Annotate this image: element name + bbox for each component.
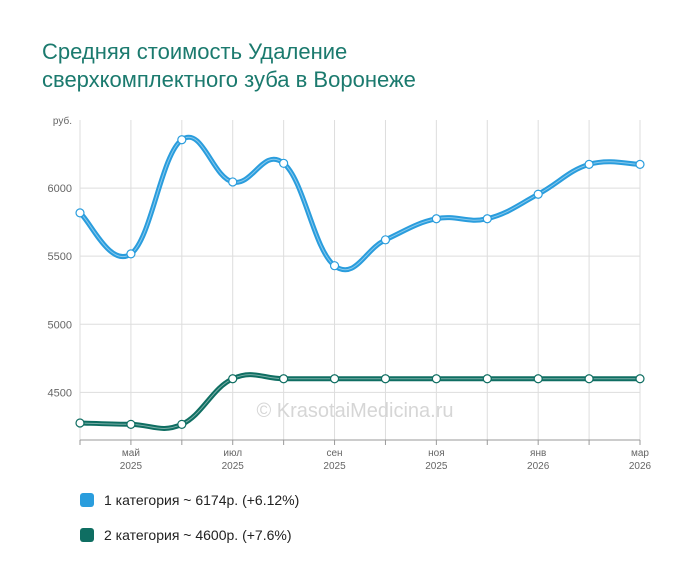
data-point-category-2 [75, 418, 85, 428]
data-point-category-2 [431, 374, 441, 384]
data-point-category-1 [635, 159, 645, 169]
data-point-category-1 [431, 214, 441, 224]
x-tick-label-year: 2025 [323, 461, 346, 472]
data-point-category-2 [533, 374, 543, 384]
data-point-category-1 [380, 235, 391, 245]
legend-label-category-1: 1 категория ~ 6174р. (+6.12%) [104, 492, 300, 508]
x-tick-label-year: 2026 [527, 461, 550, 472]
data-point-category-1 [228, 177, 238, 187]
x-tick-label-month: мар [631, 448, 649, 459]
y-tick-label: 4500 [48, 387, 72, 399]
legend-label-category-2: 2 категория ~ 4600р. (+7.6%) [104, 527, 292, 543]
x-tick-label-month: янв [530, 448, 546, 459]
data-point-category-1 [329, 261, 340, 271]
watermark: © KrasotaiMedicina.ru [256, 400, 453, 422]
data-point-category-2 [329, 374, 340, 384]
data-point-category-1 [584, 159, 594, 169]
legend-item-category-2[interactable]: 2 категория ~ 4600р. (+7.6%) [80, 527, 291, 543]
x-tick-label-month: сен [326, 448, 342, 459]
y-tick-label: 5000 [48, 319, 72, 331]
x-tick-label-year: 2025 [425, 461, 448, 472]
x-tick-label-year: 2025 [120, 461, 143, 472]
data-point-category-2 [635, 374, 645, 384]
data-point-category-2 [279, 374, 289, 384]
y-tick-label: 6000 [48, 183, 72, 195]
x-tick-label-month: май [122, 448, 140, 459]
legend-swatch-category-2 [80, 528, 94, 542]
data-point-category-2 [584, 374, 594, 384]
chart-title-line-1: Средняя стоимость Удаление [42, 39, 348, 64]
series-line-highlight-category-1 [79, 136, 641, 271]
series-line-category-1 [77, 134, 643, 273]
data-point-category-2 [380, 374, 391, 384]
data-point-category-2 [482, 374, 492, 384]
data-point-category-2 [228, 374, 238, 384]
x-tick-label-year: 2025 [222, 461, 245, 472]
data-point-category-2 [177, 419, 187, 429]
y-tick-label: 5500 [48, 251, 72, 263]
y-axis-unit-label: руб. [53, 115, 72, 127]
x-tick-label-month: июл [223, 448, 242, 459]
data-point-category-1 [126, 249, 136, 259]
data-point-category-1 [177, 135, 187, 145]
legend-item-category-1[interactable]: 1 категория ~ 6174р. (+6.12%) [80, 492, 299, 508]
x-tick-label-month: ноя [428, 448, 445, 459]
chart-title: Средняя стоимость Удаление сверхкомплект… [42, 38, 642, 94]
data-point-category-1 [482, 214, 492, 224]
data-point-category-1 [533, 189, 543, 199]
data-point-category-2 [126, 419, 136, 429]
x-tick-label-year: 2026 [629, 461, 652, 472]
data-point-category-1 [75, 208, 85, 218]
legend-swatch-category-1 [80, 493, 94, 507]
data-point-category-1 [279, 158, 289, 168]
chart-title-line-2: сверхкомплектного зуба в Воронеже [42, 67, 416, 92]
